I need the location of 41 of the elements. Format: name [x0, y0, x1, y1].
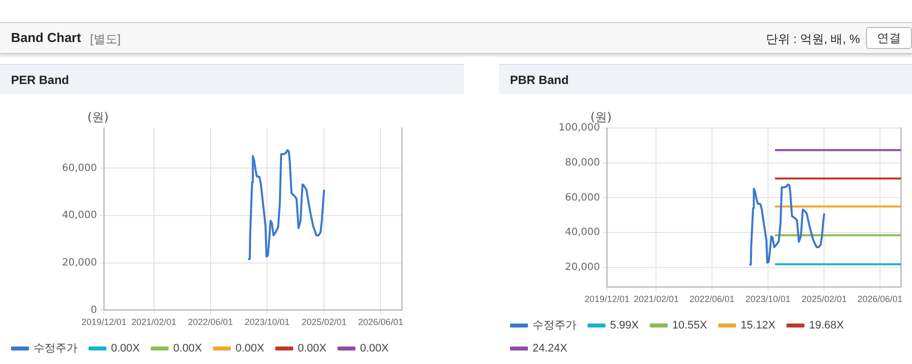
x-tick-label: 2026/06/01	[358, 317, 404, 328]
y-tick-label: 20,000	[62, 257, 97, 268]
legend-label: 0.00X	[298, 342, 328, 355]
text: [별도]	[90, 31, 121, 48]
y-tick-label: 0	[90, 304, 97, 316]
x-tick-label: 2025/02/01	[302, 317, 347, 328]
legend-label: 24.24X	[532, 342, 568, 355]
x-tick-label: 2021/02/01	[634, 294, 679, 304]
text: Band Chart	[11, 30, 82, 45]
legend-label: 10.55X	[672, 320, 708, 332]
x-tick-label: 2026/06/01	[857, 294, 902, 304]
y-tick-label: 100,000	[558, 122, 600, 134]
legend-label: 0.00X	[235, 342, 265, 355]
y-tick-label: 40,000	[565, 227, 600, 238]
legend-label: 0.00X	[360, 342, 390, 355]
y-axis-title: (원)	[590, 110, 612, 124]
text: 단위 : 억원, 배, %	[766, 31, 860, 48]
legend-label: 수정주가	[532, 320, 576, 332]
x-tick-label: 2022/06/01	[188, 317, 233, 328]
x-tick-label: 2023/10/01	[244, 317, 290, 328]
x-tick-label: 2025/02/01	[802, 294, 847, 304]
x-tick-label: 2019/12/01	[584, 294, 630, 304]
legend-label: 5.99X	[610, 320, 640, 332]
x-tick-label: 2019/12/01	[81, 317, 127, 328]
chart-title: PBR Band	[510, 73, 569, 87]
legend-label: 0.00X	[111, 342, 140, 355]
y-axis-title: (원)	[87, 110, 109, 124]
y-tick-label: 20,000	[565, 262, 600, 273]
y-tick-label: 40,000	[62, 210, 97, 222]
legend-label: 수정주가	[34, 342, 78, 355]
chart-title: PER Band	[11, 73, 70, 87]
y-tick-label: 60,000	[62, 162, 97, 174]
link-button[interactable]: 연결	[866, 27, 912, 49]
x-tick-label: 2022/06/01	[689, 294, 734, 304]
legend-label: 19.68X	[808, 320, 844, 332]
x-tick-label: 2021/02/01	[131, 317, 176, 328]
x-tick-label: 2023/10/01	[745, 294, 790, 304]
y-tick-label: 80,000	[565, 157, 600, 168]
y-tick-label: 60,000	[565, 192, 600, 204]
legend-label: 0.00X	[173, 342, 203, 355]
legend-label: 15.12X	[740, 320, 776, 332]
